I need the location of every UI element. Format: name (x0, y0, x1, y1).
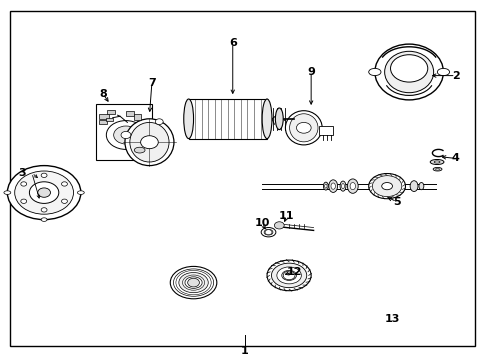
Text: 10: 10 (254, 218, 270, 228)
Ellipse shape (433, 167, 442, 171)
Ellipse shape (277, 267, 301, 284)
Ellipse shape (410, 181, 418, 192)
Bar (134, 114, 141, 120)
Ellipse shape (173, 269, 214, 296)
Ellipse shape (77, 191, 84, 194)
Text: 11: 11 (279, 211, 294, 221)
Text: 8: 8 (99, 89, 107, 99)
Ellipse shape (290, 114, 318, 142)
Text: 6: 6 (229, 38, 237, 48)
Circle shape (188, 278, 199, 287)
Ellipse shape (184, 99, 194, 139)
Ellipse shape (130, 122, 169, 162)
Ellipse shape (375, 44, 443, 100)
Ellipse shape (430, 159, 444, 165)
Circle shape (21, 182, 26, 186)
Ellipse shape (134, 147, 145, 153)
Circle shape (21, 199, 26, 203)
Circle shape (283, 271, 295, 280)
Bar (99, 114, 109, 119)
Ellipse shape (436, 168, 440, 170)
Ellipse shape (261, 228, 276, 237)
Ellipse shape (329, 180, 338, 192)
Circle shape (62, 199, 68, 203)
Ellipse shape (347, 179, 358, 193)
Circle shape (141, 136, 158, 149)
Text: 4: 4 (452, 153, 460, 163)
Ellipse shape (372, 176, 402, 197)
Ellipse shape (179, 273, 208, 293)
Ellipse shape (437, 68, 450, 76)
Bar (99, 120, 107, 124)
Circle shape (155, 119, 163, 125)
Circle shape (41, 208, 47, 212)
Ellipse shape (41, 218, 47, 221)
Text: 12: 12 (286, 267, 302, 277)
Circle shape (274, 222, 284, 229)
Ellipse shape (419, 183, 424, 190)
Ellipse shape (264, 229, 273, 235)
Text: 2: 2 (452, 71, 460, 81)
Bar (319, 126, 333, 135)
Ellipse shape (325, 184, 327, 188)
Ellipse shape (350, 183, 355, 190)
Text: 5: 5 (393, 197, 401, 207)
Ellipse shape (369, 174, 406, 199)
Ellipse shape (4, 191, 11, 194)
Circle shape (38, 188, 50, 197)
Circle shape (106, 121, 146, 149)
Ellipse shape (275, 108, 283, 130)
Circle shape (121, 131, 131, 139)
Bar (235, 108, 470, 328)
Ellipse shape (385, 51, 434, 93)
Text: 9: 9 (307, 67, 315, 77)
Circle shape (265, 230, 272, 235)
Text: 7: 7 (148, 78, 156, 88)
Ellipse shape (262, 99, 272, 139)
Text: 13: 13 (384, 314, 400, 324)
Ellipse shape (271, 263, 307, 288)
Circle shape (296, 122, 311, 133)
Circle shape (114, 126, 138, 144)
Ellipse shape (285, 111, 322, 145)
Ellipse shape (185, 277, 202, 288)
Circle shape (7, 166, 81, 220)
Circle shape (41, 173, 47, 177)
Ellipse shape (342, 184, 344, 189)
Ellipse shape (125, 119, 174, 166)
Ellipse shape (382, 183, 392, 190)
Ellipse shape (323, 182, 328, 190)
Text: 1: 1 (241, 346, 249, 356)
Ellipse shape (267, 260, 311, 291)
Bar (126, 111, 134, 116)
Circle shape (391, 55, 428, 82)
Bar (107, 111, 115, 114)
Circle shape (62, 182, 68, 186)
Circle shape (29, 182, 59, 203)
Ellipse shape (331, 183, 335, 189)
Ellipse shape (368, 68, 381, 76)
Ellipse shape (171, 266, 217, 299)
Bar (189, 99, 267, 139)
Ellipse shape (282, 270, 296, 280)
Ellipse shape (340, 181, 346, 191)
Circle shape (15, 171, 74, 214)
Text: 3: 3 (18, 168, 26, 178)
Bar (96, 104, 152, 160)
Bar (106, 118, 113, 121)
Ellipse shape (434, 161, 440, 163)
